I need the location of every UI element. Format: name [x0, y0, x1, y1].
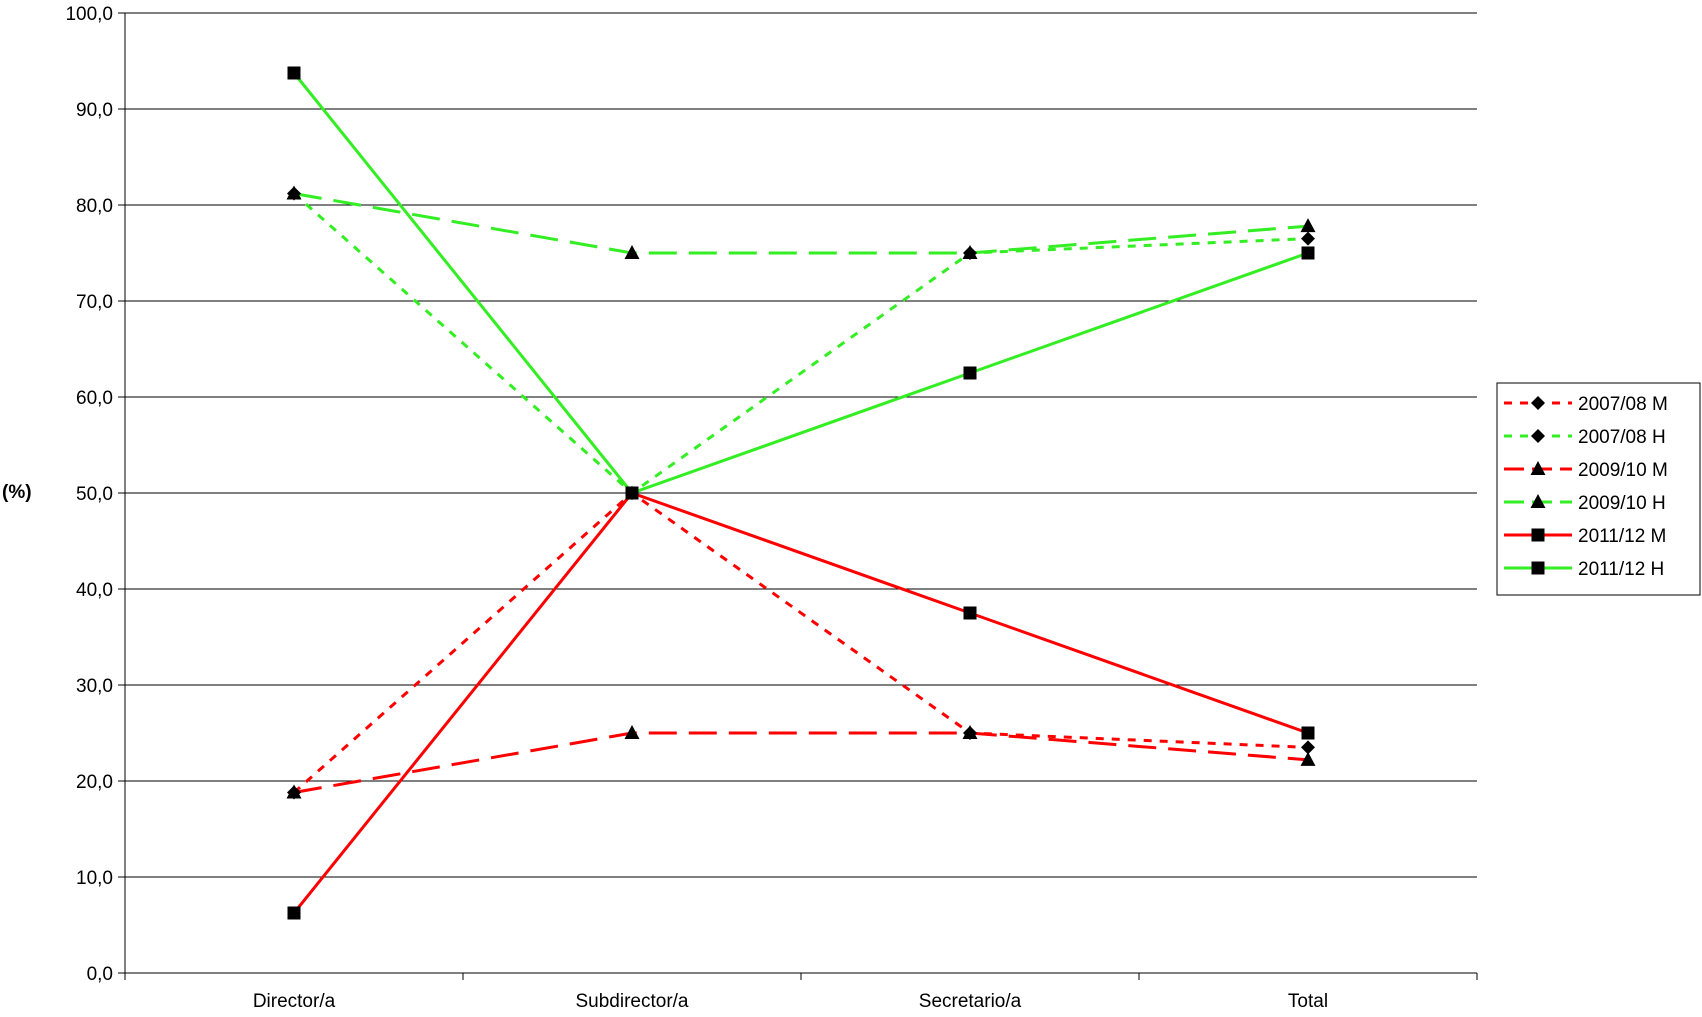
- data-point-marker: [1301, 740, 1315, 755]
- legend: 2007/08 M 2007/08 H 2009/10 M 2009/10 H 2011…: [1496, 382, 1701, 596]
- legend-label: 2009/10 H: [1578, 493, 1666, 514]
- data-point-marker: [287, 906, 301, 920]
- series-lines: [292, 72, 1309, 914]
- y-tick-label: 40,0: [76, 580, 113, 601]
- y-tick-label: 50,0: [76, 484, 113, 505]
- y-tick-label: 0,0: [87, 964, 113, 985]
- x-tick-label: Director/a: [253, 991, 336, 1012]
- data-point-marker: [963, 366, 977, 380]
- y-tick-label: 90,0: [76, 100, 113, 121]
- x-tick-label: Subdirector/a: [575, 991, 688, 1012]
- x-tick-label: Secretario/a: [919, 991, 1022, 1012]
- y-tick-label: 80,0: [76, 196, 113, 217]
- legend-marker: [1531, 561, 1545, 575]
- legend-marker: [1531, 528, 1545, 542]
- legend-marker: [1531, 396, 1545, 410]
- axes: 0,0 10,0 20,0 30,0 40,0 50,0 60,0 70,0 80,0 90,0 1…: [65, 4, 1478, 1012]
- legend-label: 2009/10 M: [1578, 460, 1668, 481]
- data-point-marker: [1301, 231, 1315, 246]
- series-line: [293, 192, 1309, 255]
- legend-label: 2007/08 M: [1578, 394, 1668, 415]
- series-line: [293, 731, 1309, 794]
- y-tick-label: 30,0: [76, 676, 113, 697]
- y-tick-label: 60,0: [76, 388, 113, 409]
- data-point-marker: [625, 486, 639, 500]
- y-tick-label: 70,0: [76, 292, 113, 313]
- legend-marker: [1531, 429, 1545, 443]
- y-axis-label: (%): [2, 482, 32, 503]
- data-point-marker: [286, 185, 302, 200]
- legend-items: 2007/08 M 2007/08 H 2009/10 M 2009/10 H 2011…: [1504, 394, 1668, 580]
- x-tick-label: Total: [1288, 991, 1328, 1012]
- data-point-marker: [1301, 726, 1315, 740]
- data-point-marker: [963, 606, 977, 620]
- grid-lines: [125, 12, 1477, 878]
- series-line: [292, 491, 1309, 914]
- series-line: [292, 72, 1309, 495]
- data-point-marker: [1301, 246, 1315, 260]
- legend-label: 2007/08 H: [1578, 427, 1666, 448]
- data-point-marker: [624, 245, 640, 259]
- legend-marker: [1530, 461, 1546, 475]
- data-point-marker: [962, 725, 978, 739]
- legend-box: [1496, 382, 1701, 596]
- y-tick-label: 20,0: [76, 772, 113, 793]
- data-point-marker: [1300, 751, 1316, 766]
- series-markers: [286, 66, 1316, 920]
- data-point-marker: [624, 725, 640, 739]
- data-point-marker: [962, 245, 978, 259]
- data-point-marker: [1300, 218, 1316, 233]
- data-point-marker: [287, 66, 301, 80]
- data-point-marker: [286, 784, 302, 799]
- series-line: [293, 192, 1309, 495]
- legend-label: 2011/12 M: [1578, 526, 1666, 547]
- y-tick-label: 100,0: [65, 4, 113, 25]
- legend-label: 2011/12 H: [1578, 559, 1664, 580]
- y-tick-label: 10,0: [76, 868, 113, 889]
- series-line: [293, 491, 1309, 794]
- legend-marker: [1530, 494, 1546, 508]
